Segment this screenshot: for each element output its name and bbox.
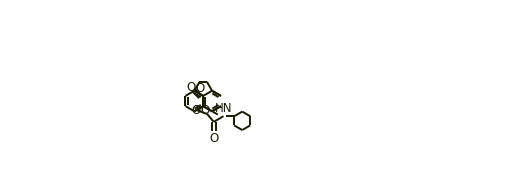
Text: O: O xyxy=(186,81,195,94)
Text: HN: HN xyxy=(214,102,232,115)
Text: O: O xyxy=(200,104,210,117)
Text: O: O xyxy=(195,82,205,95)
Text: O: O xyxy=(191,104,200,117)
Text: O: O xyxy=(209,132,218,145)
